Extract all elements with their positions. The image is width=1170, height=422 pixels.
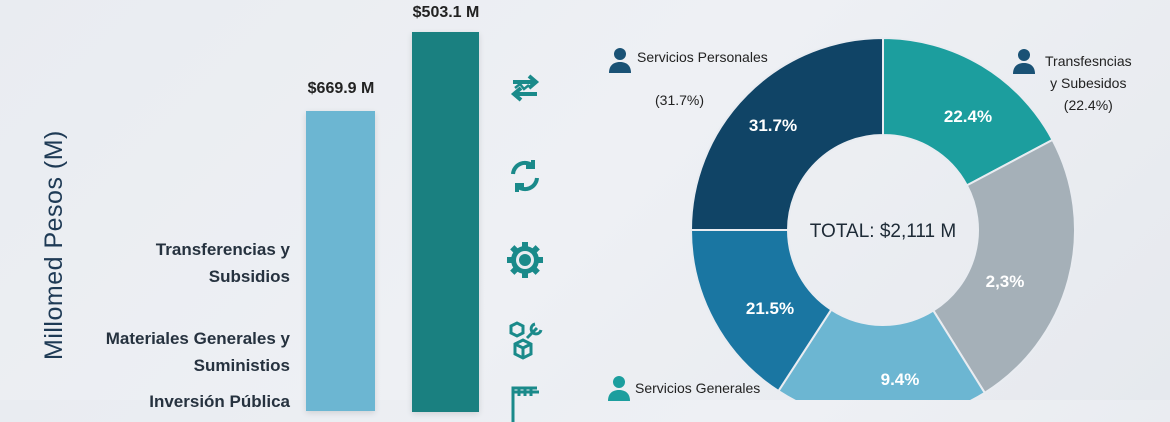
transfer-arrows-icon: [510, 74, 540, 102]
slice-label: 21.5%: [746, 299, 794, 318]
refresh-cycle-icon: [511, 160, 539, 192]
legend-servicios-generales: Servicios Generales: [635, 380, 761, 396]
bar-value-label: $669.9 M: [307, 80, 375, 97]
slice-label: 9.4%: [881, 370, 920, 389]
slice-label: 2,3%: [986, 272, 1025, 291]
donut-total-label: TOTAL: $2,111 M: [810, 221, 956, 242]
donut-slice: [689, 229, 833, 393]
legend-line: y Subesidos: [1050, 75, 1127, 91]
category-line: Transferencias y: [155, 240, 290, 259]
donut-slice: [882, 36, 1054, 187]
donut-slice: [689, 36, 884, 231]
category-line: Materiales Generales y: [105, 329, 290, 348]
slice-label: 22.4%: [944, 107, 992, 126]
bar-value-label: $503.1 M: [412, 4, 480, 21]
legend-servicios-personales: Servicios Personales: [637, 49, 768, 65]
crane-icon: [511, 386, 539, 422]
category-line: Suministios: [193, 356, 290, 375]
box-wrench-icon: [509, 321, 543, 360]
legend-transferencias: Transfesncias y Subesidos (22.4%): [1045, 50, 1132, 116]
bar-materiales: [412, 32, 479, 412]
gear-icon: [507, 242, 543, 278]
legend-line: Transfesncias: [1045, 53, 1132, 69]
person-icon: [609, 48, 631, 73]
legend-servicios-personales-pct: (31.7%): [655, 92, 705, 108]
category-label-transferencias: Transferencias y Subsidios: [50, 236, 290, 290]
donut-slice: [931, 138, 1076, 395]
donut-chart: TOTAL: $2,111 M 31.7% 22.4% 2,3% 9.4% 21…: [689, 36, 1076, 400]
category-label-materiales: Materiales Generales y Suministios: [50, 325, 290, 379]
person-icon: [608, 376, 630, 401]
person-icon: [1013, 49, 1035, 74]
slice-label: 31.7%: [749, 116, 797, 135]
bar-transferencias: [306, 111, 375, 411]
donut-slice: [777, 308, 987, 400]
category-line: Subsidios: [208, 267, 290, 286]
legend-pct: (22.4%): [1063, 97, 1113, 113]
